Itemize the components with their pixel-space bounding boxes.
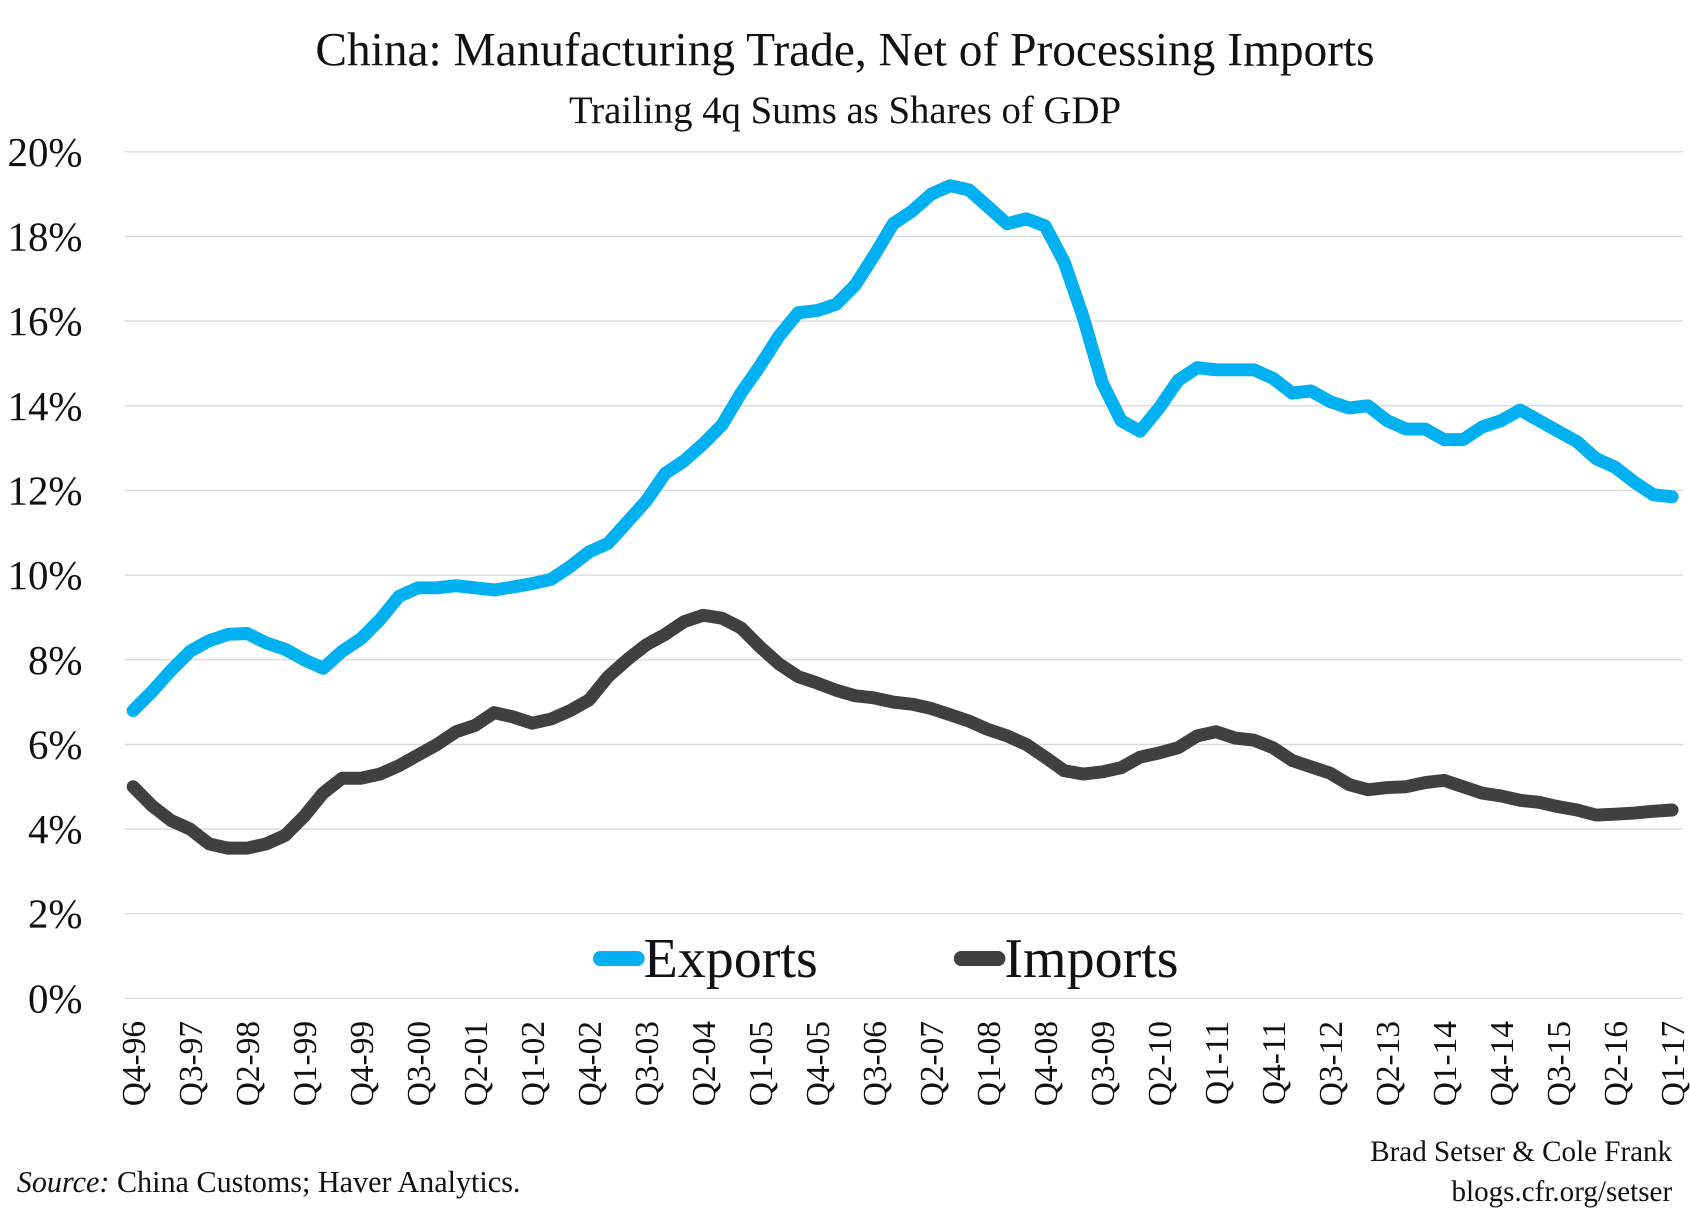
source-label: Source: xyxy=(17,1165,110,1199)
x-tick-label: Q2-07 xyxy=(914,1021,951,1106)
chart-title: China: Manufacturing Trade, Net of Proce… xyxy=(315,25,1374,77)
data-points-imports xyxy=(133,615,1673,849)
x-tick-label: Q1-02 xyxy=(515,1021,552,1106)
legend-label-imports: Imports xyxy=(1004,928,1178,990)
x-tick-label: Q1-17 xyxy=(1655,1021,1690,1106)
y-tick-label: 6% xyxy=(28,722,83,767)
x-tick-label: Q1-11 xyxy=(1199,1021,1236,1105)
y-tick-label: 10% xyxy=(8,553,83,598)
x-tick-label: Q4-96 xyxy=(116,1021,153,1106)
x-tick-label: Q2-16 xyxy=(1598,1021,1635,1106)
x-tick-label: Q1-99 xyxy=(287,1021,324,1106)
x-tick-label: Q3-06 xyxy=(857,1021,894,1106)
credit-url: blogs.cfr.org/setser xyxy=(1452,1176,1673,1208)
y-tick-label: 14% xyxy=(8,384,83,429)
y-tick-label: 16% xyxy=(8,299,83,344)
y-tick-label: 2% xyxy=(28,892,83,937)
x-axis: Q4-96 Q3-97 Q2-98 Q1-99 Q4-99 Q3-00 Q2-01 Q1-02… xyxy=(116,1021,1690,1107)
x-tick-label: Q4-99 xyxy=(344,1021,381,1106)
x-tick-label: Q1-05 xyxy=(743,1021,780,1106)
y-tick-label: 0% xyxy=(28,976,83,1021)
x-tick-label: Q4-14 xyxy=(1484,1021,1521,1107)
x-tick-label: Q3-12 xyxy=(1313,1021,1350,1106)
x-tick-label: Q3-09 xyxy=(1085,1021,1122,1106)
y-tick-label: 12% xyxy=(8,468,83,513)
x-tick-label: Q3-03 xyxy=(629,1021,666,1106)
y-tick-label: 8% xyxy=(28,638,83,683)
x-tick-label: Q2-13 xyxy=(1370,1021,1407,1106)
series-line-imports xyxy=(126,608,1679,855)
x-tick-label: Q1-14 xyxy=(1427,1021,1464,1107)
source-note: Source: China Customs; Haver Analytics. xyxy=(17,1165,521,1199)
x-tick-label: Q4-11 xyxy=(1256,1021,1293,1105)
chart-subtitle: Trailing 4q Sums as Shares of GDP xyxy=(569,89,1121,132)
series xyxy=(126,179,1679,855)
x-tick-label: Q4-08 xyxy=(1028,1021,1065,1106)
gridlines xyxy=(124,151,1683,1000)
y-tick-label: 18% xyxy=(8,215,83,260)
x-tick-label: Q3-97 xyxy=(173,1021,210,1106)
x-tick-label: Q2-98 xyxy=(230,1021,267,1106)
source-text: China Customs; Haver Analytics. xyxy=(109,1165,520,1199)
x-tick-label: Q3-15 xyxy=(1541,1021,1578,1106)
credit-authors: Brad Setser & Cole Frank xyxy=(1370,1136,1672,1168)
x-tick-label: Q2-01 xyxy=(458,1021,495,1106)
series-line-exports xyxy=(126,179,1679,718)
y-axis: 0% 2% 4% 6% 8% 10% 12% 14% 16% 18% 20% xyxy=(8,130,83,1022)
legend-label-exports: Exports xyxy=(644,928,818,990)
x-tick-label: Q4-05 xyxy=(800,1021,837,1106)
data-points-exports xyxy=(133,185,1673,711)
x-tick-label: Q2-10 xyxy=(1142,1021,1179,1106)
x-tick-label: Q3-00 xyxy=(401,1021,438,1106)
x-tick-label: Q4-02 xyxy=(572,1021,609,1106)
y-tick-label: 20% xyxy=(8,130,83,175)
x-tick-label: Q2-04 xyxy=(686,1021,723,1107)
legend: Exports Imports xyxy=(592,928,1179,990)
y-tick-label: 4% xyxy=(28,807,83,852)
x-tick-label: Q1-08 xyxy=(971,1021,1008,1106)
